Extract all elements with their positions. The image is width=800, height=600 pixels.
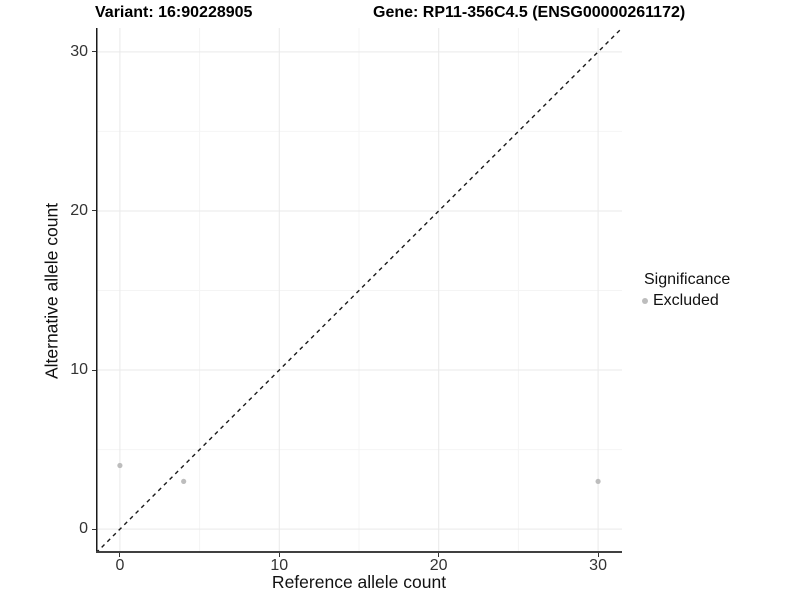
data-point <box>595 478 601 485</box>
x-tick-mark <box>119 553 121 557</box>
x-axis-label: Reference allele count <box>271 572 447 592</box>
y-tick-mark <box>92 528 96 530</box>
x-tick-mark <box>278 553 280 557</box>
legend-key <box>637 293 653 309</box>
legend-title: Significance <box>644 271 731 288</box>
y-tick-label: 30 <box>70 42 88 60</box>
gene-title: Gene: RP11-356C4.5 (ENSG00000261172) <box>373 4 686 21</box>
plot-panel <box>96 28 622 553</box>
identity-dashed-line <box>96 28 622 553</box>
x-tick-label: 30 <box>589 557 607 574</box>
legend: Significance Excluded <box>637 271 730 310</box>
x-tick-label: 0 <box>115 557 125 574</box>
y-tick-mark <box>92 369 96 371</box>
data-point <box>117 462 123 469</box>
variant-title: Variant: 16:90228905 <box>95 4 253 21</box>
y-axis-label: Alternative allele count <box>41 202 62 380</box>
legend-marker-circle-icon <box>642 298 648 304</box>
y-tick-label: 20 <box>70 201 88 219</box>
y-tick-mark <box>92 210 96 212</box>
legend-item-excluded: Excluded <box>637 292 730 310</box>
x-tick-label: 10 <box>270 557 289 574</box>
y-tick-mark <box>92 51 96 53</box>
x-tick-mark <box>438 553 440 557</box>
legend-item-label: Excluded <box>653 292 719 309</box>
x-tick-mark <box>597 553 599 557</box>
data-point <box>181 478 187 485</box>
x-tick-label: 20 <box>429 557 448 574</box>
y-tick-label: 10 <box>70 361 88 379</box>
y-tick-label: 0 <box>79 520 88 538</box>
